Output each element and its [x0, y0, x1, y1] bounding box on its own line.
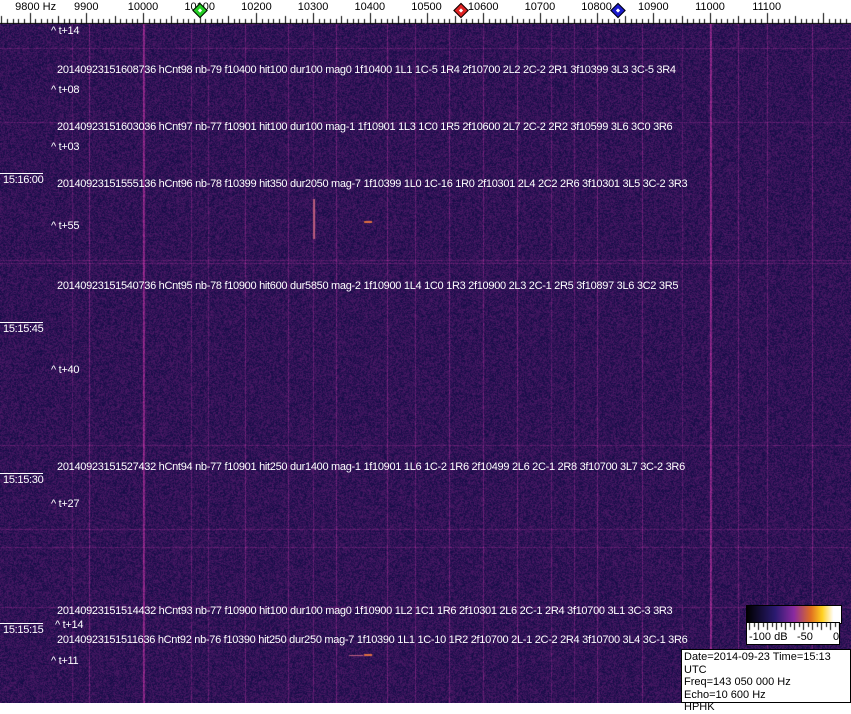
frequency: Freq=143 050 000 Hz — [684, 676, 791, 688]
colorbar-scale: -100 dB -50 0 — [746, 622, 841, 645]
frequency-label: 11000 — [695, 1, 725, 13]
offset-label: ^ t+08 — [51, 84, 80, 96]
echo-frequency: Echo=10 600 Hz — [684, 688, 766, 701]
date-time: Date=2014-09-23 Time=15:13 UTC — [684, 651, 831, 676]
waterfall-spectrogram — [0, 24, 851, 703]
frequency-label: 10000 — [127, 1, 159, 13]
detection-line: 20140923151608736 hCnt98 nb-79 f10400 hi… — [57, 64, 676, 76]
detection-line: 20140923151527432 hCnt94 nb-77 f10901 hi… — [57, 461, 685, 473]
frequency-label: 10200 — [241, 1, 272, 13]
frequency-label: 10300 — [297, 1, 329, 13]
frequency-label: 9800 Hz — [15, 1, 57, 13]
frequency-label: 10800 — [581, 1, 612, 13]
detection-line: 20140923151603036 hCnt97 nb-77 f10901 hi… — [57, 121, 673, 133]
detection-line: 20140923151555136 hCnt96 nb-78 f10399 hi… — [57, 178, 688, 190]
frequency-axis: 9800 Hz990010000101001020010300104001050… — [0, 0, 851, 24]
offset-label: ^ t+55 — [51, 220, 80, 232]
time-label: 15:15:45 — [0, 322, 44, 335]
colorbar-label: -50 — [797, 631, 813, 643]
detection-line: 20140923151511636 hCnt92 nb-76 f10390 hi… — [57, 634, 688, 646]
offset-label: ^ t+40 — [51, 364, 80, 376]
colorbar-label: 0 — [833, 631, 840, 643]
frequency-label: 11100 — [752, 1, 782, 13]
time-label: 15:15:30 — [0, 473, 44, 486]
offset-label: ^ t+14 — [51, 25, 80, 37]
offset-label: ^ t+14 — [55, 619, 84, 631]
time-label: 15:16:00 — [0, 173, 44, 186]
frequency-label: 10600 — [467, 1, 499, 13]
detection-line: 20140923151540736 hCnt95 nb-78 f10900 hi… — [57, 280, 679, 292]
time-label: 15:15:15 — [0, 623, 44, 636]
frequency-label: 10900 — [638, 1, 669, 13]
frequency-label: 10700 — [524, 1, 556, 13]
frequency-ticks — [0, 0, 851, 24]
offset-label: ^ t+03 — [51, 141, 80, 153]
colorbar-label: -100 dB — [749, 631, 788, 643]
info-box: Date=2014-09-23 Time=15:13 UTC Freq=143 … — [681, 649, 851, 713]
frequency-label: 9900 — [74, 1, 99, 13]
offset-label: ^ t+11 — [51, 655, 79, 667]
detection-line: 20140923151514432 hCnt93 nb-77 f10900 hi… — [57, 605, 673, 617]
offset-label: ^ t+27 — [51, 498, 80, 510]
frequency-label: 10500 — [411, 1, 442, 13]
frequency-label: 10400 — [354, 1, 386, 13]
